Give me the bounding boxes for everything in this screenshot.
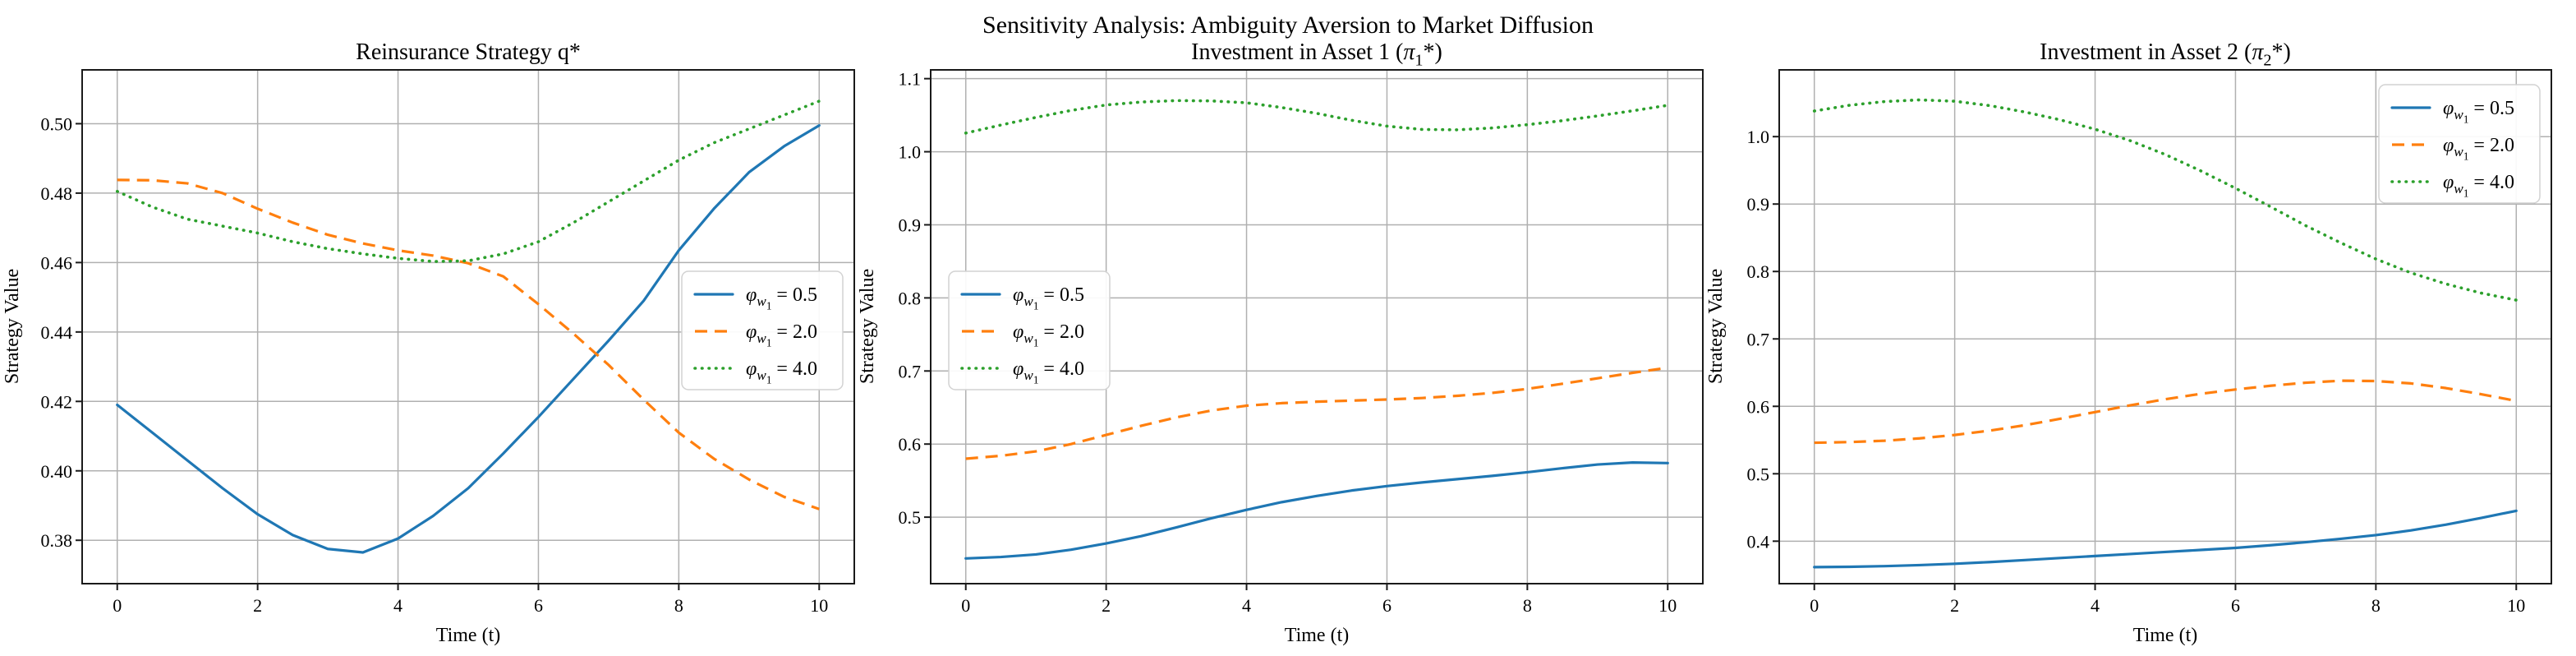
y-axis-label: Strategy Value xyxy=(2,269,23,384)
x-tick-label: 8 xyxy=(2371,595,2380,616)
x-tick-label: 4 xyxy=(2091,595,2100,616)
tick-marks xyxy=(1773,136,2518,590)
x-tick-label: 6 xyxy=(2231,595,2240,616)
subplot-title: Investment in Asset 1 (π1*) xyxy=(1191,39,1442,69)
series-line-phi_w1_4.0 xyxy=(964,99,1670,135)
series-line-phi_w1_4.0 xyxy=(115,99,821,263)
x-tick-label: 2 xyxy=(253,595,262,616)
y-tick-label: 0.42 xyxy=(41,391,73,412)
plot-border xyxy=(1778,69,2552,584)
y-tick-label: 0.44 xyxy=(41,322,73,343)
x-tick-label: 0 xyxy=(1810,595,1819,616)
plot-border xyxy=(930,69,1704,584)
chart-2-phi-plot: 0 2 4 6 8 10 0.5 0.6 0.7 0.8 0.9 1.0 1.1 Investment i… xyxy=(857,39,1704,646)
tick-marks xyxy=(924,77,1669,590)
x-tick-label: 4 xyxy=(1242,595,1251,616)
y-tick-label: 0.7 xyxy=(1747,329,1770,349)
y-tick-label: 0.8 xyxy=(899,288,922,308)
subplot-title: Investment in Asset 2 (π2*) xyxy=(2040,39,2291,69)
y-tick-label: 0.8 xyxy=(1747,261,1770,282)
x-tick-label: 6 xyxy=(1382,595,1392,616)
legend: φw1 = 0.5 φw1 = 2.0 φw1 = 4.0 xyxy=(2378,84,2541,204)
x-tick-label: 4 xyxy=(393,595,402,616)
legend-label-phi_w1_0.5: φw1 = 0.5 xyxy=(1013,284,1084,312)
series-line-phi_w1_2.0 xyxy=(117,178,820,510)
series-line-phi_w1_2.0 xyxy=(965,366,1668,460)
legend-label-phi_w1_4.0: φw1 = 4.0 xyxy=(2443,172,2514,200)
y-tick-label: 0.50 xyxy=(41,113,73,134)
series-line-phi_w1_4.0 xyxy=(1812,98,2518,302)
series-line-phi_w1_0.5 xyxy=(1813,509,2518,569)
y-tick-label: 0.6 xyxy=(1747,396,1770,417)
legend: φw1 = 0.5 φw1 = 2.0 φw1 = 4.0 xyxy=(681,270,844,390)
x-axis-label: Time (t) xyxy=(436,625,500,646)
series-line-phi_w1_0.5 xyxy=(116,123,821,554)
tick-marks xyxy=(76,122,821,590)
chart-1-phi-plot: 0 2 4 6 8 10 0.38 0.40 0.42 0.44 0.46 0.48 0.50 Reins… xyxy=(2,39,855,646)
legend: φw1 = 0.5 φw1 = 2.0 φw1 = 4.0 xyxy=(948,270,1111,390)
y-tick-label: 0.4 xyxy=(1747,531,1770,552)
x-tick-label: 2 xyxy=(1102,595,1111,616)
y-tick-label: 0.40 xyxy=(41,461,73,482)
series-line-phi_w1_0.5 xyxy=(964,460,1669,560)
y-tick-label: 0.6 xyxy=(899,434,922,455)
x-tick-label: 0 xyxy=(961,595,970,616)
x-axis-label: Time (t) xyxy=(1285,625,1349,646)
subplot-title: Reinsurance Strategy q* xyxy=(356,39,581,65)
chart-3-phi-plot: 0 2 4 6 8 10 0.4 0.5 0.6 0.7 0.8 0.9 1.0 Investment i… xyxy=(1705,39,2552,646)
legend-label-phi_w1_2.0: φw1 = 2.0 xyxy=(746,321,817,349)
x-tick-label: 2 xyxy=(1950,595,1959,616)
legend-label-phi_w1_2.0: φw1 = 2.0 xyxy=(2443,135,2514,163)
x-tick-label: 6 xyxy=(534,595,543,616)
grid-lines xyxy=(931,70,1703,584)
y-tick-label: 1.0 xyxy=(899,142,922,163)
y-axis-label: Strategy Value xyxy=(1705,269,1727,384)
y-axis-label: Strategy Value xyxy=(857,269,878,384)
x-tick-label: 10 xyxy=(2507,595,2525,616)
y-tick-label: 1.1 xyxy=(899,69,922,90)
figure-suptitle: Sensitivity Analysis: Ambiguity Aversion… xyxy=(982,12,1594,39)
y-tick-label: 0.5 xyxy=(1747,464,1770,484)
legend-label-phi_w1_4.0: φw1 = 4.0 xyxy=(1013,358,1084,386)
plot-border xyxy=(81,69,855,584)
y-tick-label: 0.5 xyxy=(899,507,922,528)
y-tick-label: 0.38 xyxy=(41,530,73,551)
x-tick-label: 0 xyxy=(113,595,122,616)
x-tick-label: 10 xyxy=(1658,595,1677,616)
y-tick-label: 0.9 xyxy=(1747,194,1770,215)
y-tick-label: 0.46 xyxy=(41,252,73,273)
legend-label-phi_w1_0.5: φw1 = 0.5 xyxy=(746,284,817,312)
y-tick-label: 1.0 xyxy=(1747,127,1770,147)
y-tick-label: 0.48 xyxy=(41,183,73,204)
x-tick-label: 10 xyxy=(810,595,828,616)
x-tick-label: 8 xyxy=(674,595,683,616)
series-line-phi_w1_2.0 xyxy=(1814,379,2517,445)
y-tick-label: 0.7 xyxy=(899,361,922,381)
x-tick-label: 8 xyxy=(1523,595,1532,616)
legend-label-phi_w1_2.0: φw1 = 2.0 xyxy=(1013,321,1084,349)
legend-label-phi_w1_4.0: φw1 = 4.0 xyxy=(746,358,817,386)
y-tick-label: 0.9 xyxy=(899,215,922,235)
x-axis-label: Time (t) xyxy=(2133,625,2197,646)
legend-label-phi_w1_0.5: φw1 = 0.5 xyxy=(2443,98,2514,126)
